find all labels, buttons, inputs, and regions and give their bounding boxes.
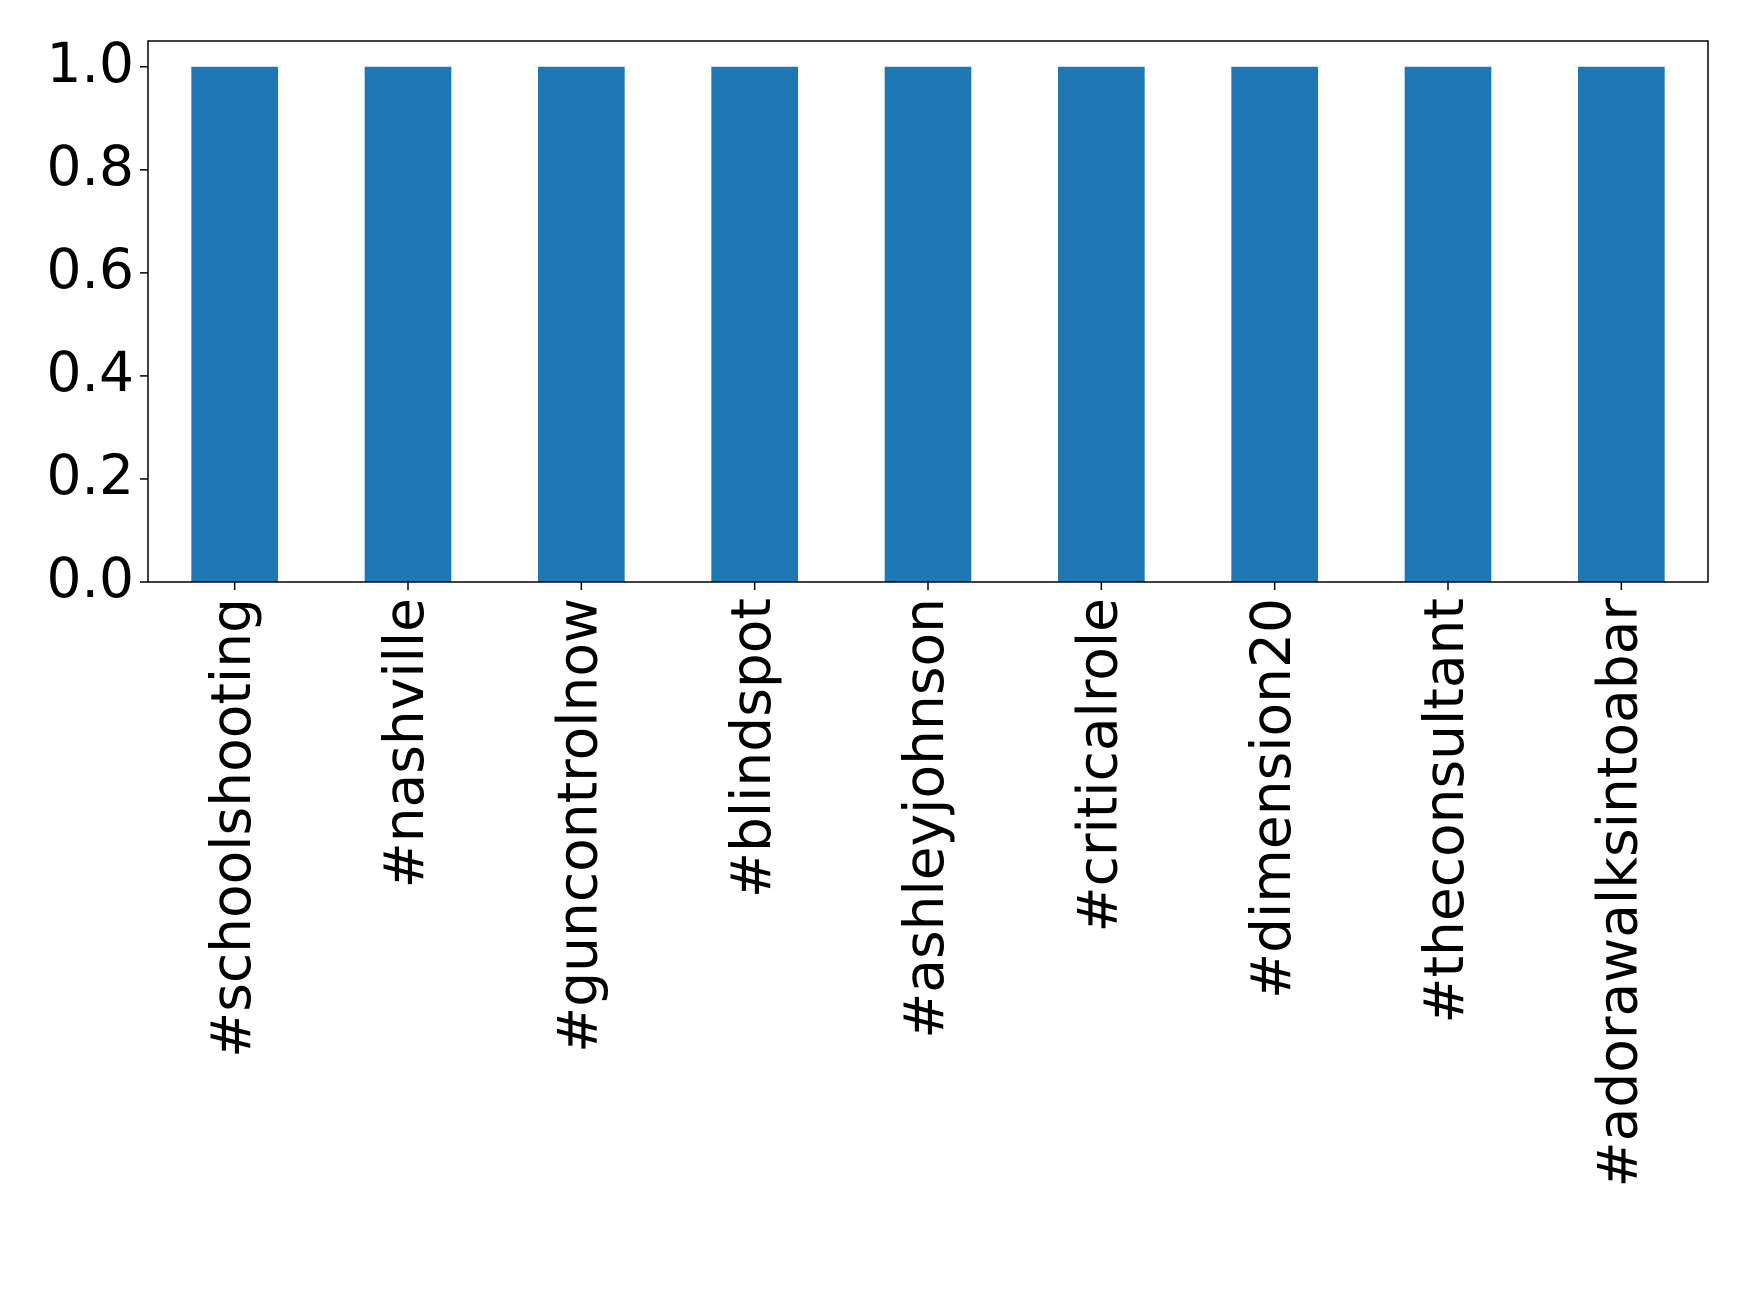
bar <box>538 66 625 582</box>
x-tick-label: #dimension20 <box>1239 598 1303 999</box>
x-tick-label: #nashville <box>372 598 436 888</box>
x-tick-label: #schoolshooting <box>199 598 263 1058</box>
x-tick-label: #adorawalksintoabar <box>1585 598 1649 1188</box>
x-tick-label: #criticalrole <box>1065 598 1129 932</box>
y-tick-label: 0.0 <box>47 546 134 610</box>
x-tick-label: #guncontrolnow <box>545 598 609 1053</box>
y-tick-label: 0.2 <box>47 443 134 507</box>
y-tick-label: 0.8 <box>47 134 134 198</box>
x-tick-label: #ashleyjohnson <box>892 598 956 1039</box>
y-tick-label: 0.6 <box>47 237 134 301</box>
bar <box>711 66 798 582</box>
bar <box>364 66 452 582</box>
bar <box>1404 66 1492 582</box>
x-tick-label: #blindspot <box>719 598 783 898</box>
bar <box>1578 66 1665 582</box>
bar <box>1058 66 1145 582</box>
plot-frame <box>147 40 1709 583</box>
y-tick-label: 0.4 <box>47 340 134 404</box>
y-tick-label: 1.0 <box>47 31 134 95</box>
x-tick-label: #theconsultant <box>1412 598 1476 1024</box>
bar <box>884 66 972 582</box>
bar <box>1231 66 1318 582</box>
bar <box>191 66 278 582</box>
